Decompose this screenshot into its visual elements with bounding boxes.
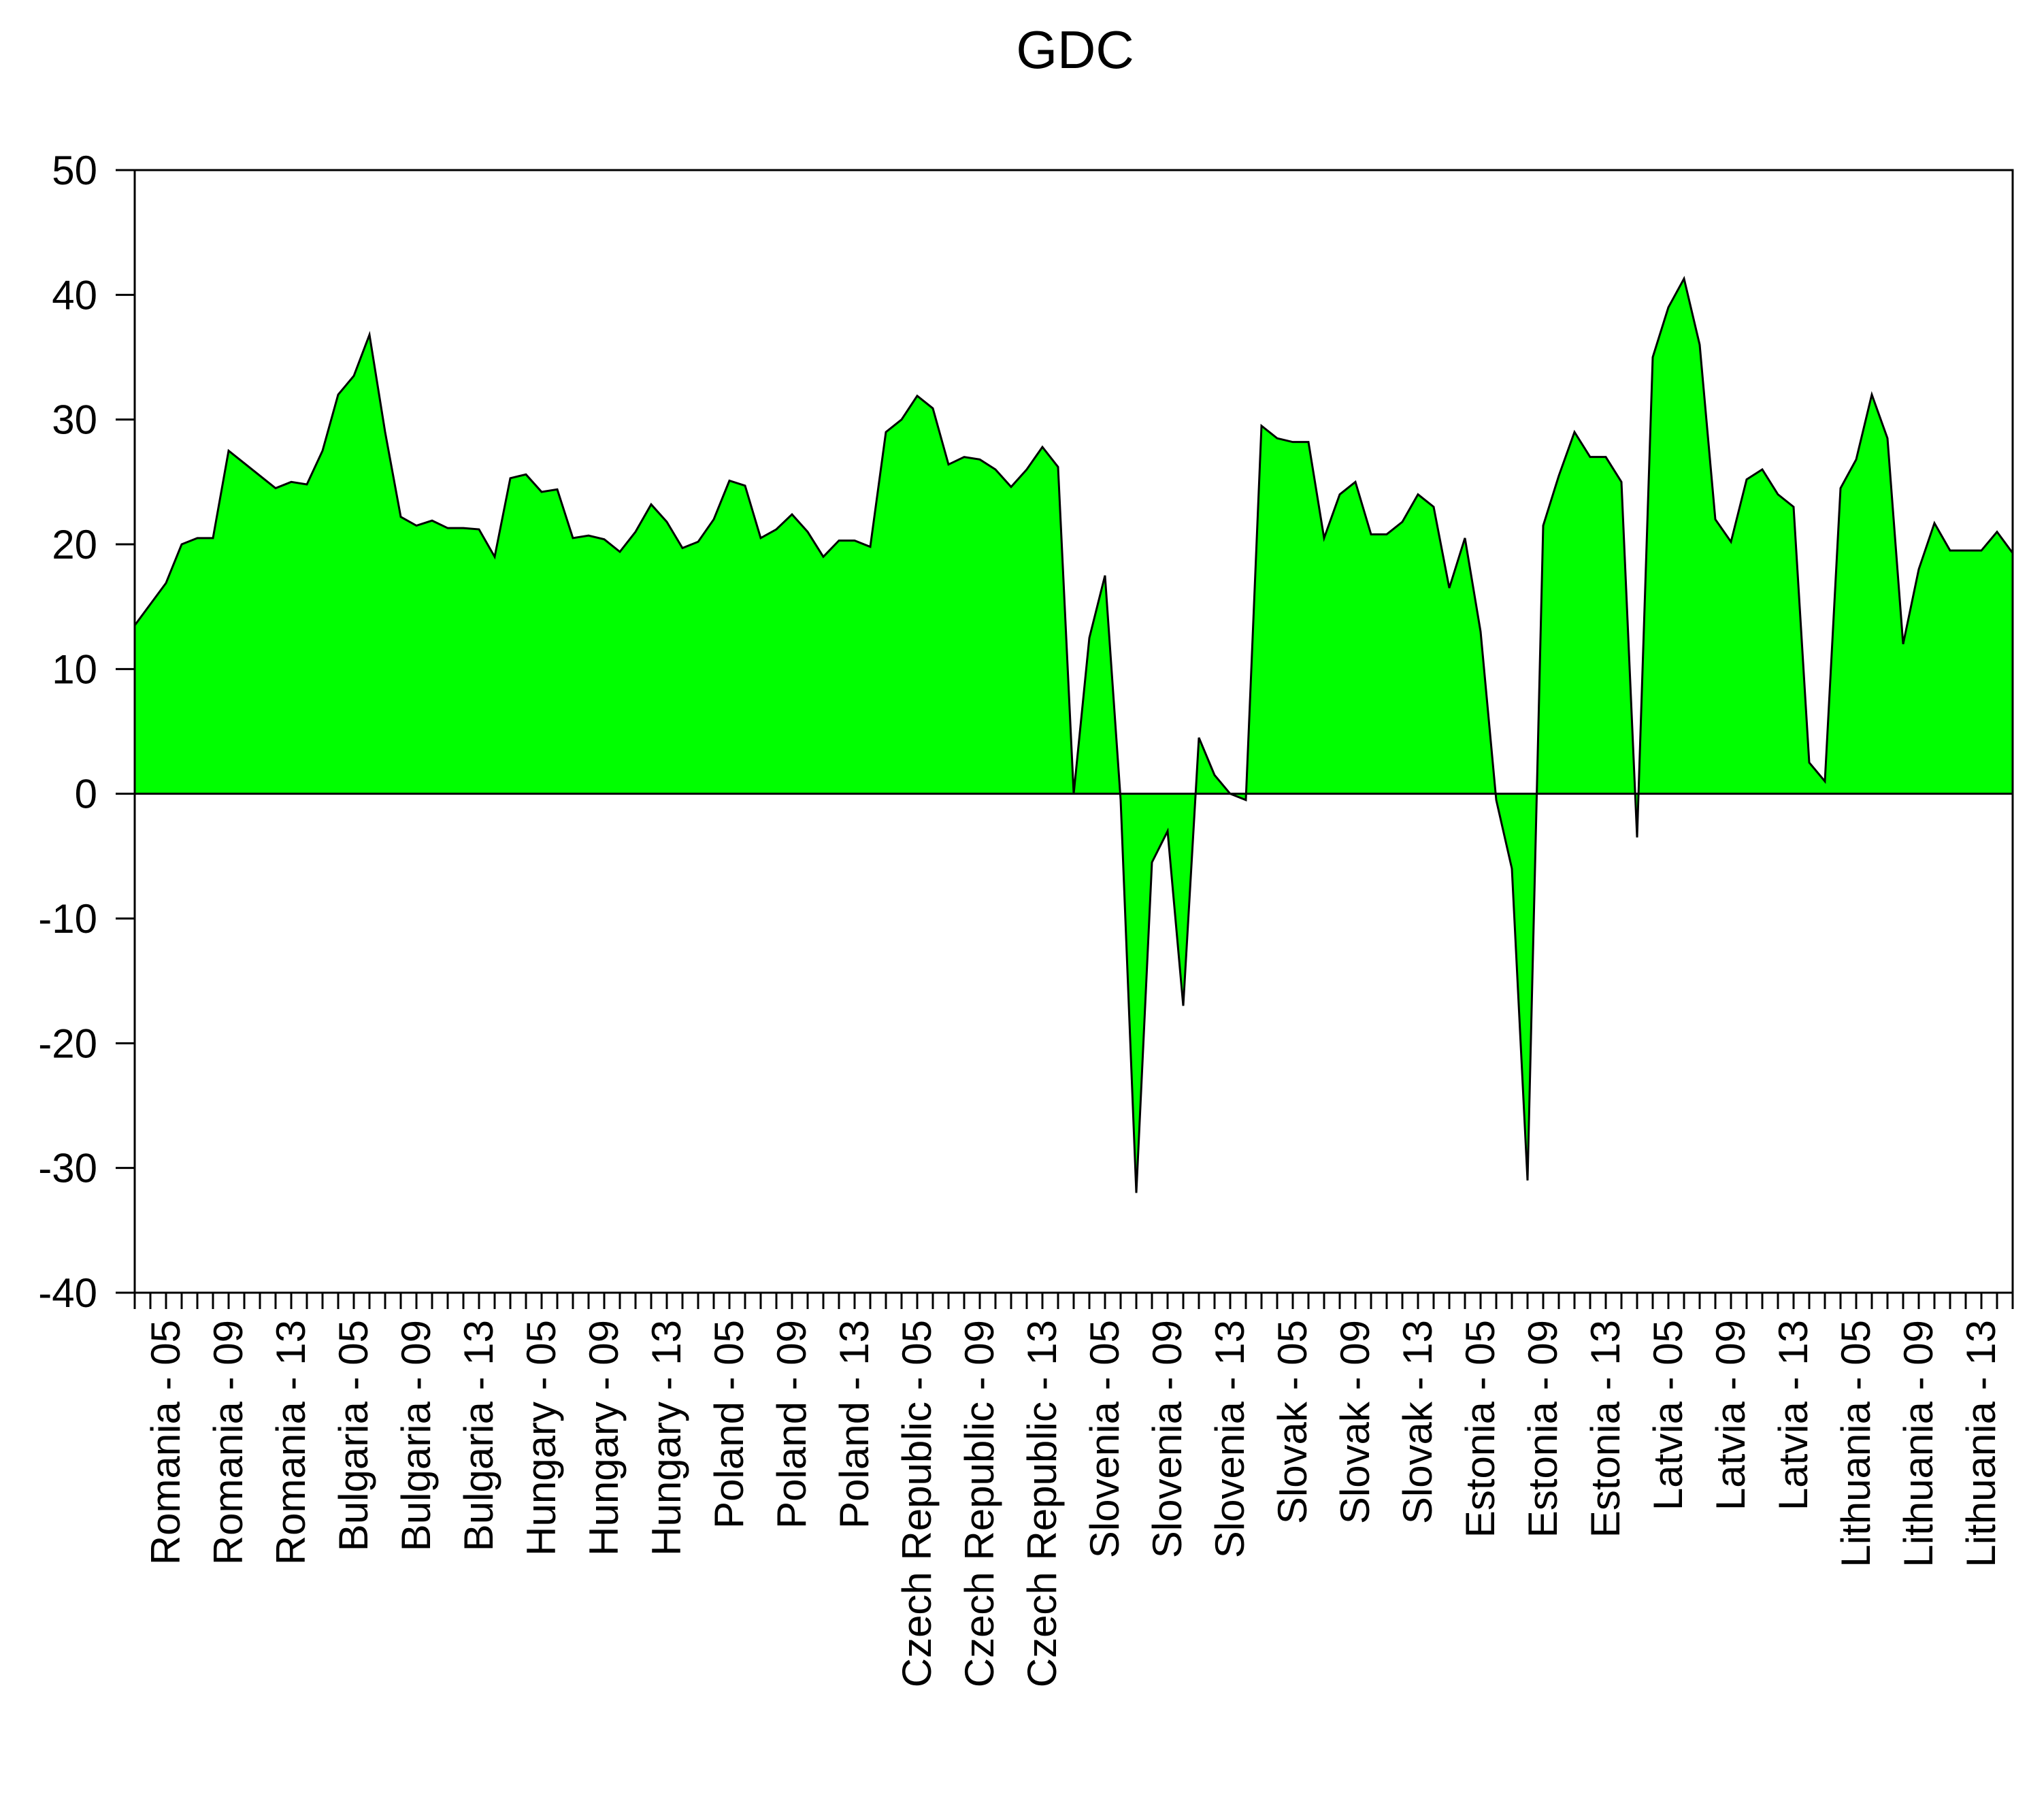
y-tick-label: 30 bbox=[52, 397, 97, 443]
x-tick-label: Poland - 05 bbox=[706, 1320, 752, 1529]
area-fill bbox=[135, 278, 2013, 1193]
y-tick-label: -30 bbox=[38, 1146, 97, 1191]
y-tick-label: -40 bbox=[38, 1270, 97, 1316]
x-tick-label: Hungary - 13 bbox=[644, 1320, 689, 1556]
x-tick-label: Bulgaria - 05 bbox=[331, 1320, 376, 1551]
x-tick-label: Estonia - 13 bbox=[1583, 1320, 1628, 1538]
x-tick-label: Romania - 13 bbox=[268, 1320, 314, 1565]
x-tick-label: Czech Republic - 05 bbox=[894, 1320, 940, 1687]
x-tick-label: Romania - 05 bbox=[143, 1320, 188, 1565]
x-tick-label: Lithuania - 05 bbox=[1833, 1320, 1879, 1568]
y-tick-label: -20 bbox=[38, 1021, 97, 1066]
x-tick-label: Lithuania - 13 bbox=[1958, 1320, 2004, 1568]
x-tick-label: Slovenia - 13 bbox=[1207, 1320, 1253, 1558]
x-tick-label: Bulgaria - 13 bbox=[456, 1320, 501, 1551]
x-tick-label: Estonia - 09 bbox=[1520, 1320, 1566, 1538]
chart-title: GDC bbox=[1016, 20, 1134, 80]
x-axis: Romania - 05 Romania - 09 Romania - 13 Bulg… bbox=[133, 1293, 2014, 1687]
x-tick-label: Czech Republic - 09 bbox=[957, 1320, 1002, 1687]
y-tick-label: 10 bbox=[52, 646, 97, 692]
y-tick-label: -10 bbox=[38, 896, 97, 942]
x-tick-label: Czech Republic - 13 bbox=[1019, 1320, 1065, 1687]
y-tick-label: 50 bbox=[52, 148, 97, 193]
x-tick-label: Poland - 09 bbox=[769, 1320, 814, 1529]
x-tick-label: Hungary - 09 bbox=[581, 1320, 627, 1556]
plot-area bbox=[133, 169, 2014, 1294]
x-tick-label: Bulgaria - 09 bbox=[393, 1320, 439, 1551]
x-tick-label: Latvia - 05 bbox=[1645, 1320, 1691, 1510]
x-tick-label: Slovenia - 09 bbox=[1144, 1320, 1190, 1558]
y-axis: 50 40 30 20 10 0 -10 -20 -30 -40 bbox=[38, 148, 135, 1316]
x-tick-label: Poland - 13 bbox=[831, 1320, 877, 1529]
y-tick-label: 0 bbox=[75, 772, 97, 817]
x-tick-label: Slovak - 13 bbox=[1395, 1320, 1440, 1524]
y-tick-label: 40 bbox=[52, 272, 97, 318]
x-tick-label: Hungary - 05 bbox=[518, 1320, 564, 1556]
x-tick-label: Lithuania - 09 bbox=[1896, 1320, 1941, 1568]
x-tick-label: Slovak - 05 bbox=[1270, 1320, 1315, 1524]
x-tick-label: Latvia - 09 bbox=[1708, 1320, 1753, 1510]
series-line bbox=[133, 276, 2014, 1193]
x-tick-label: Slovak - 09 bbox=[1332, 1320, 1378, 1524]
x-tick-label: Latvia - 13 bbox=[1770, 1320, 1816, 1510]
x-tick-label: Romania - 09 bbox=[205, 1320, 251, 1565]
y-tick-label: 20 bbox=[52, 522, 97, 567]
x-tick-label: Slovenia - 05 bbox=[1082, 1320, 1127, 1558]
x-tick-label: Estonia - 05 bbox=[1457, 1320, 1503, 1538]
